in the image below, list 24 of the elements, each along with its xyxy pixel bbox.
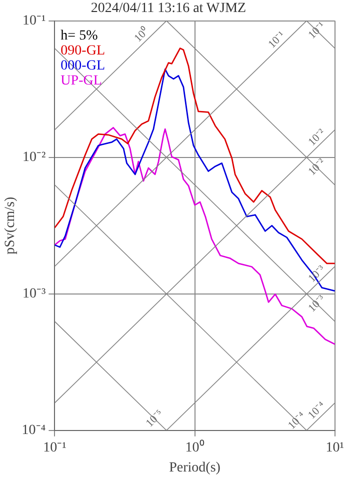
annotation: 10⁻² bbox=[306, 156, 328, 178]
annotation: 10⁻² bbox=[306, 126, 328, 148]
y-axis-title: pSv(cm/s) bbox=[3, 196, 18, 254]
chart-title: 2024/04/11 13:16 at WJMZ bbox=[90, 1, 246, 16]
annotation: 10⁰ bbox=[131, 24, 152, 45]
text: 090-GL bbox=[60, 43, 106, 58]
annotation: 10⁻⁴ bbox=[306, 400, 328, 422]
annotation: 10⁻¹ bbox=[266, 29, 288, 51]
annotation: 10⁻⁴ bbox=[286, 410, 308, 432]
x-tick-label: 10¹ bbox=[326, 440, 344, 456]
x-tick-label: 10⁻¹ bbox=[43, 440, 66, 456]
y-tick-label: 10⁻¹ bbox=[22, 13, 46, 28]
y-tick-label: 10⁻³ bbox=[22, 286, 46, 302]
y-tick-label: 10⁻² bbox=[22, 150, 46, 166]
x-tick-label: 10⁰ bbox=[185, 439, 204, 456]
annotation: h= 5% bbox=[60, 28, 98, 44]
y-tick-label: 10⁻⁴ bbox=[22, 423, 46, 438]
annotation: 10⁻⁵ bbox=[144, 408, 166, 430]
annotation: 10⁻³ bbox=[306, 292, 328, 314]
annotation: 10⁻³ bbox=[306, 262, 328, 285]
annotation: 10⁻¹ bbox=[306, 20, 328, 42]
x-axis-title: Period(s) bbox=[169, 460, 221, 476]
text: 000-GL bbox=[60, 58, 106, 74]
text: UP-GL bbox=[60, 73, 102, 88]
